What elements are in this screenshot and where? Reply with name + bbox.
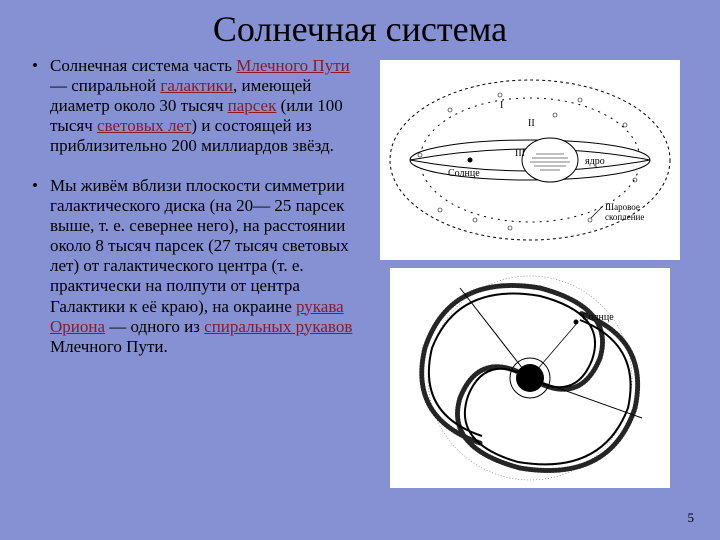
label-cluster-2: скопление — [605, 212, 644, 222]
b2-t3: Млечного Пути. — [50, 337, 168, 356]
content-row: Солнечная система часть Млечного Пути — … — [0, 56, 720, 488]
link-milky-way[interactable]: Млечного Пути — [236, 56, 349, 75]
figure-column: Солнце ядро Шаровое скопление I II III — [370, 56, 690, 488]
label-cluster-1: Шаровое — [605, 202, 640, 212]
b1-t2: — спиральной — [50, 76, 160, 95]
b2-t2: — одного из — [105, 317, 204, 336]
b1-t1: Солнечная система часть — [50, 56, 236, 75]
bullet-2: Мы живём вблизи плоскости симметрии гала… — [30, 176, 370, 356]
link-spiral-arms[interactable]: спиральных рукавов — [204, 317, 352, 336]
galaxy-top-view-figure: Солнце — [390, 268, 670, 488]
label-core: ядро — [585, 156, 605, 167]
roman-2: II — [528, 118, 535, 129]
label-sun-2: Солнце — [582, 312, 614, 323]
slide-title: Солнечная система — [0, 0, 720, 56]
b2-t1: Мы живём вблизи плоскости симметрии гала… — [50, 176, 349, 315]
bullet-1: Солнечная система часть Млечного Пути — … — [30, 56, 370, 156]
page-number: 5 — [688, 510, 695, 526]
roman-3: III — [515, 148, 525, 159]
link-parsec[interactable]: парсек — [228, 96, 277, 115]
roman-1: I — [500, 100, 503, 111]
label-sun: Солнце — [448, 168, 480, 179]
text-column: Солнечная система часть Млечного Пути — … — [30, 56, 370, 488]
link-galaxy[interactable]: галактики — [160, 76, 233, 95]
link-lightyears[interactable]: световых лет — [97, 116, 191, 135]
galaxy-side-view-figure: Солнце ядро Шаровое скопление I II III — [380, 60, 680, 260]
